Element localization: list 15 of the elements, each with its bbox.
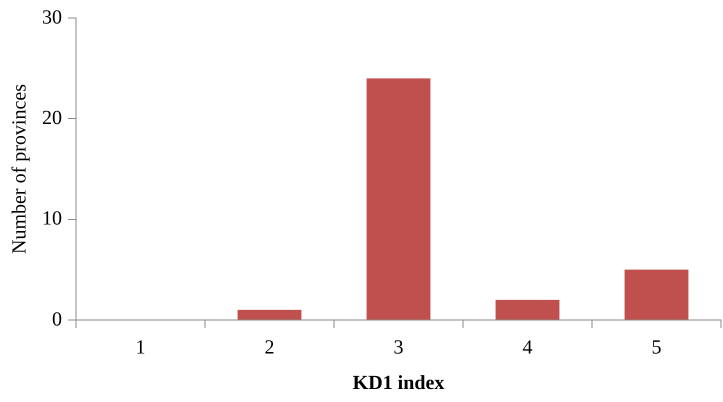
- x-tick-label: 5: [652, 336, 662, 358]
- bar: [496, 300, 560, 320]
- x-tick-label: 1: [136, 336, 146, 358]
- x-tick-label: 2: [264, 336, 274, 358]
- x-tick-label: 4: [522, 336, 532, 358]
- bar: [238, 310, 302, 320]
- y-axis-title: Number of provinces: [8, 84, 30, 254]
- y-tick-label: 10: [42, 208, 62, 230]
- y-tick-label: 20: [42, 106, 62, 129]
- x-axis-title: KD1 index: [352, 372, 444, 394]
- y-tick-label: 30: [42, 6, 62, 28]
- bar: [366, 78, 430, 320]
- y-tick-label: 0: [52, 308, 62, 330]
- x-tick-label: 3: [394, 336, 404, 358]
- bar: [624, 270, 688, 320]
